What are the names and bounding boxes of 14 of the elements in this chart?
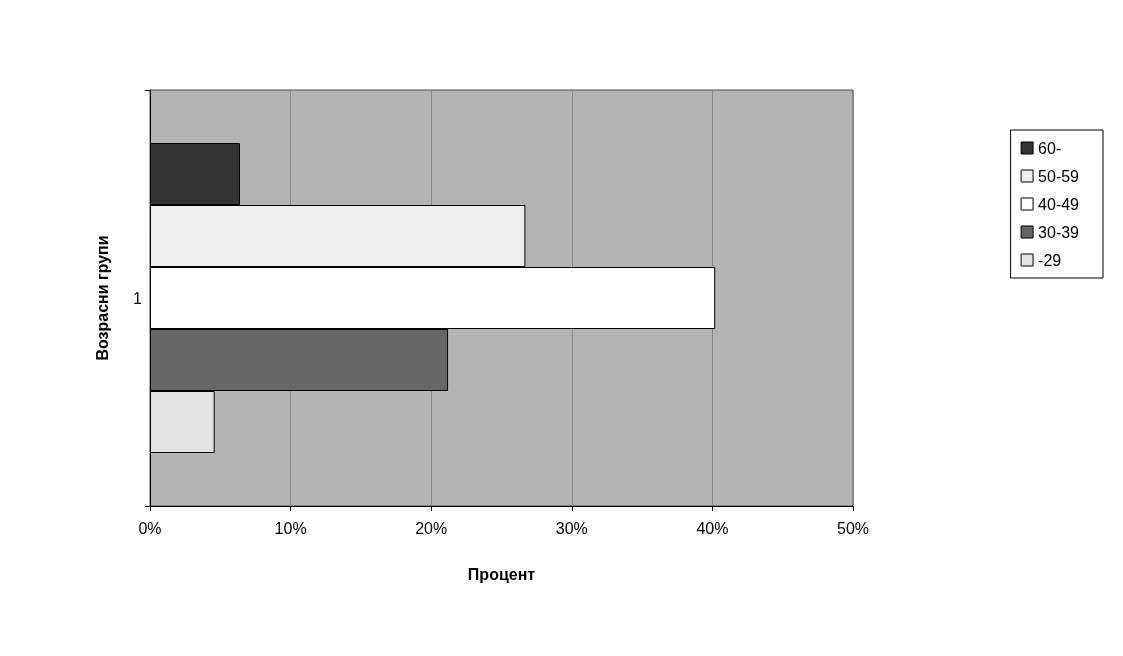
y-tick-label: 1 [133,289,143,307]
legend-label: 30-39 [1038,223,1080,241]
legend-label: 50-59 [1038,167,1080,185]
legend-label: 40-49 [1038,195,1080,213]
y-axis-title: Возрасни групи [93,235,111,361]
x-tick-label: 10% [274,519,307,537]
legend-label: -29 [1038,251,1062,269]
x-tick-label: 20% [415,519,448,537]
x-tick-label: 0% [138,519,162,537]
x-tick-label: 40% [696,519,729,537]
x-tick-label: 30% [555,519,588,537]
legend-label: 60- [1038,139,1062,157]
x-tick-label: 50% [836,519,870,537]
x-axis-title: Процент [467,565,536,583]
